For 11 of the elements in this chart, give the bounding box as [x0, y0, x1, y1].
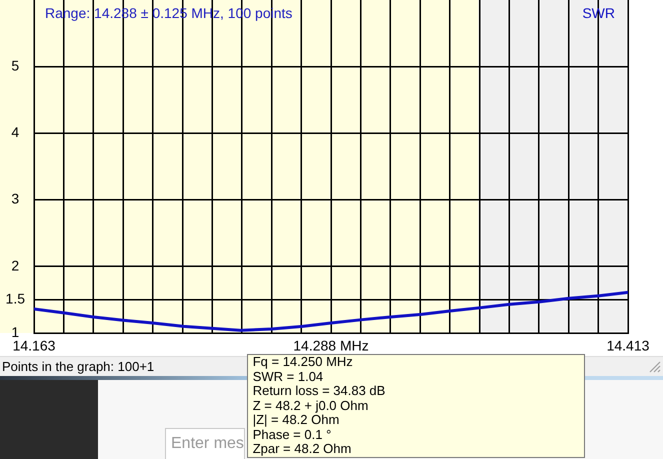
- y-tick-label: 4: [11, 124, 20, 140]
- y-tick-label: 1.5: [6, 290, 26, 307]
- y-tick-label: 1: [11, 324, 20, 340]
- x-tick-label: 14.413: [606, 337, 650, 354]
- text-input-field: Enter mes: [165, 428, 245, 459]
- x-tick-label: 14.288 MHz: [293, 337, 369, 354]
- x-tick-label: 14.163: [12, 337, 56, 354]
- y-tick-label: 2: [11, 257, 20, 274]
- y-tick-label: 3: [11, 190, 20, 207]
- y-tick-label: 5: [11, 57, 20, 74]
- tooltip: Fq = 14.250 MHz SWR = 1.04 Return loss = 34.83 dB Z = 48.2 + j0.0 Ohm |Z| = 48.2 Ohm Phase = 0.1 ° Zpar = 48.2 Ohm: [246, 354, 585, 458]
